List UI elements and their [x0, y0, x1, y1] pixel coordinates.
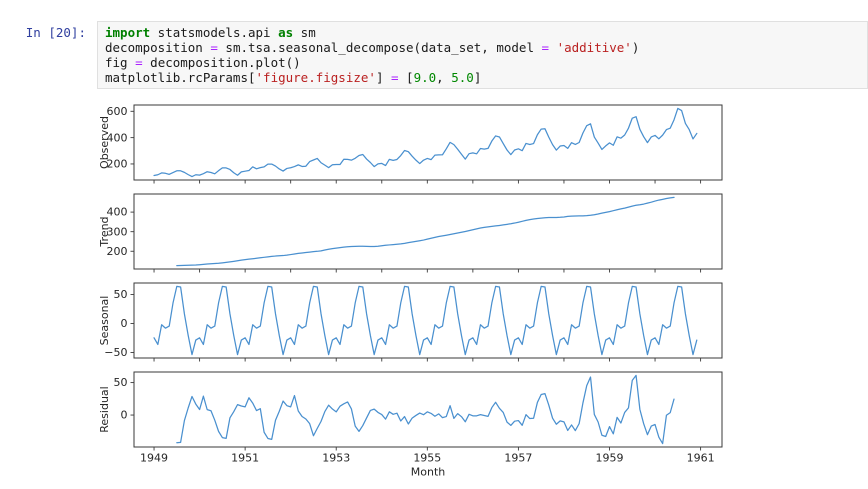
- y-tick-label: 50: [114, 288, 128, 301]
- code-token: =: [135, 55, 143, 70]
- code-token: [: [398, 70, 414, 85]
- x-tick-label: 1949: [140, 452, 168, 465]
- code-token: 'additive': [556, 40, 632, 55]
- code-token: ]: [473, 70, 482, 85]
- x-tick-label: 1961: [687, 452, 715, 465]
- code-token: 5.0: [451, 70, 474, 85]
- y-tick-label: 0: [121, 409, 128, 422]
- code-token: =: [541, 40, 550, 55]
- y-tick-label: 300: [107, 225, 128, 238]
- code-editor[interactable]: import statsmodels.api as sm decompositio…: [97, 21, 868, 89]
- observed-line: [153, 107, 698, 178]
- x-tick-label: 1955: [413, 452, 441, 465]
- code-token: decomposition.plot(): [142, 55, 301, 70]
- x-tick-label: 1953: [322, 452, 350, 465]
- residual-frame: [133, 371, 723, 448]
- y-tick-label: 50: [114, 376, 128, 389]
- code-token: ): [631, 40, 640, 55]
- code-token: [549, 40, 557, 55]
- seasonal-line: [153, 285, 698, 356]
- seasonal-ylabel: Seasonal: [98, 296, 111, 346]
- input-prompt: In [20]:: [25, 25, 86, 40]
- code-token: 9.0: [413, 70, 437, 85]
- code-token: ]: [375, 70, 391, 85]
- code-content[interactable]: import statsmodels.api as sm decompositio…: [105, 25, 860, 85]
- code-token: fig: [105, 55, 136, 70]
- code-token: ,: [436, 70, 452, 85]
- y-tick-label: 400: [107, 131, 128, 144]
- code-token: matplotlib.rcParams[: [105, 70, 256, 85]
- observed-frame: [133, 104, 723, 181]
- x-tick-label: 1957: [504, 452, 532, 465]
- code-token: sm.tsa.seasonal_decompose(data_set, mode…: [217, 40, 542, 55]
- observed-ylabel: Observed: [98, 116, 111, 169]
- y-tick-label: −50: [104, 346, 127, 359]
- x-tick-label: 1951: [231, 452, 259, 465]
- decomposition-figure: 200400600Observed200300400Trend−50050Sea…: [98, 104, 723, 479]
- code-token: =: [391, 70, 399, 85]
- code-token: as: [278, 25, 294, 40]
- code-token: import: [105, 25, 151, 40]
- residual-ylabel: Residual: [98, 386, 111, 432]
- code-cell: In [20]: import statsmodels.api as sm dec…: [0, 21, 868, 89]
- code-token: 'figure.figsize': [255, 70, 376, 85]
- x-tick-label: 1959: [596, 452, 624, 465]
- code-token: statsmodels.api: [150, 25, 279, 40]
- trend-ylabel: Trend: [98, 216, 111, 247]
- code-token: =: [210, 40, 218, 55]
- residual-line: [176, 374, 675, 445]
- y-tick-label: 0: [121, 317, 128, 330]
- y-tick-label: 200: [107, 158, 128, 171]
- y-tick-label: 600: [107, 105, 128, 118]
- xaxis-label: Month: [411, 466, 446, 479]
- seasonal-frame: [133, 282, 723, 359]
- code-token: decomposition: [105, 40, 211, 55]
- y-tick-label: 400: [107, 206, 128, 219]
- y-tick-label: 200: [107, 245, 128, 258]
- code-token: sm: [293, 25, 316, 40]
- trend-line: [176, 196, 675, 267]
